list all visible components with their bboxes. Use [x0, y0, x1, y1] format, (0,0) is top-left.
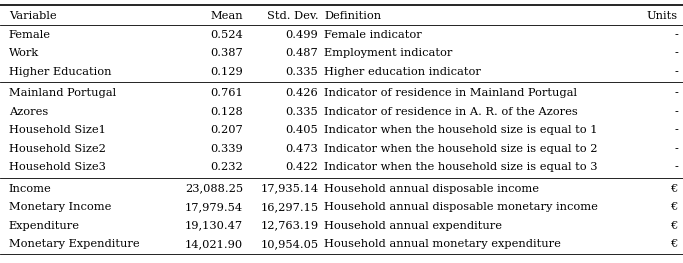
Text: 0.761: 0.761 [210, 88, 243, 98]
Text: -: - [674, 107, 678, 117]
Text: Female: Female [9, 30, 51, 40]
Text: Indicator when the household size is equal to 2: Indicator when the household size is equ… [324, 144, 598, 154]
Text: Expenditure: Expenditure [9, 221, 80, 231]
Text: Female indicator: Female indicator [324, 30, 422, 40]
Text: Income: Income [9, 184, 52, 194]
Text: Household annual monetary expenditure: Household annual monetary expenditure [324, 239, 561, 249]
Text: Household annual disposable income: Household annual disposable income [324, 184, 540, 194]
Text: Mainland Portugal: Mainland Portugal [9, 88, 116, 98]
Text: 0.339: 0.339 [210, 144, 243, 154]
Text: -: - [674, 30, 678, 40]
Text: 0.499: 0.499 [285, 30, 318, 40]
Text: 0.387: 0.387 [210, 48, 243, 58]
Text: -: - [674, 48, 678, 58]
Text: -: - [674, 88, 678, 98]
Text: Household Size3: Household Size3 [9, 162, 106, 172]
Text: 0.207: 0.207 [210, 125, 243, 135]
Text: 0.232: 0.232 [210, 162, 243, 172]
Text: 17,935.14: 17,935.14 [260, 184, 318, 194]
Text: 0.422: 0.422 [285, 162, 318, 172]
Text: Indicator of residence in A. R. of the Azores: Indicator of residence in A. R. of the A… [324, 107, 579, 117]
Text: 0.128: 0.128 [210, 107, 243, 117]
Text: Monetary Income: Monetary Income [9, 202, 111, 212]
Text: Household Size2: Household Size2 [9, 144, 106, 154]
Text: 0.487: 0.487 [285, 48, 318, 58]
Text: 10,954.05: 10,954.05 [260, 239, 318, 249]
Text: Indicator when the household size is equal to 1: Indicator when the household size is equ… [324, 125, 598, 135]
Text: -: - [674, 125, 678, 135]
Text: €: € [671, 202, 678, 212]
Text: 0.335: 0.335 [285, 107, 318, 117]
Text: -: - [674, 67, 678, 77]
Text: 14,021.90: 14,021.90 [185, 239, 243, 249]
Text: 0.129: 0.129 [210, 67, 243, 77]
Text: Higher Education: Higher Education [9, 67, 111, 77]
Text: €: € [671, 221, 678, 231]
Text: 0.524: 0.524 [210, 30, 243, 40]
Text: 0.426: 0.426 [285, 88, 318, 98]
Text: 17,979.54: 17,979.54 [185, 202, 243, 212]
Text: 0.335: 0.335 [285, 67, 318, 77]
Text: 12,763.19: 12,763.19 [260, 221, 318, 231]
Text: Indicator when the household size is equal to 3: Indicator when the household size is equ… [324, 162, 598, 172]
Text: Std. Dev.: Std. Dev. [267, 11, 318, 21]
Text: Higher education indicator: Higher education indicator [324, 67, 482, 77]
Text: 16,297.15: 16,297.15 [260, 202, 318, 212]
Text: Work: Work [9, 48, 39, 58]
Text: 0.473: 0.473 [285, 144, 318, 154]
Text: 19,130.47: 19,130.47 [185, 221, 243, 231]
Text: Units: Units [647, 11, 678, 21]
Text: €: € [671, 239, 678, 249]
Text: Azores: Azores [9, 107, 48, 117]
Text: Employment indicator: Employment indicator [324, 48, 453, 58]
Text: Definition: Definition [324, 11, 382, 21]
Text: Household annual disposable monetary income: Household annual disposable monetary inc… [324, 202, 598, 212]
Text: 23,088.25: 23,088.25 [185, 184, 243, 194]
Text: 0.405: 0.405 [285, 125, 318, 135]
Text: €: € [671, 184, 678, 194]
Text: Monetary Expenditure: Monetary Expenditure [9, 239, 139, 249]
Text: Mean: Mean [210, 11, 243, 21]
Text: Variable: Variable [9, 11, 57, 21]
Text: -: - [674, 162, 678, 172]
Text: Indicator of residence in Mainland Portugal: Indicator of residence in Mainland Portu… [324, 88, 577, 98]
Text: -: - [674, 144, 678, 154]
Text: Household annual expenditure: Household annual expenditure [324, 221, 503, 231]
Text: Household Size1: Household Size1 [9, 125, 106, 135]
